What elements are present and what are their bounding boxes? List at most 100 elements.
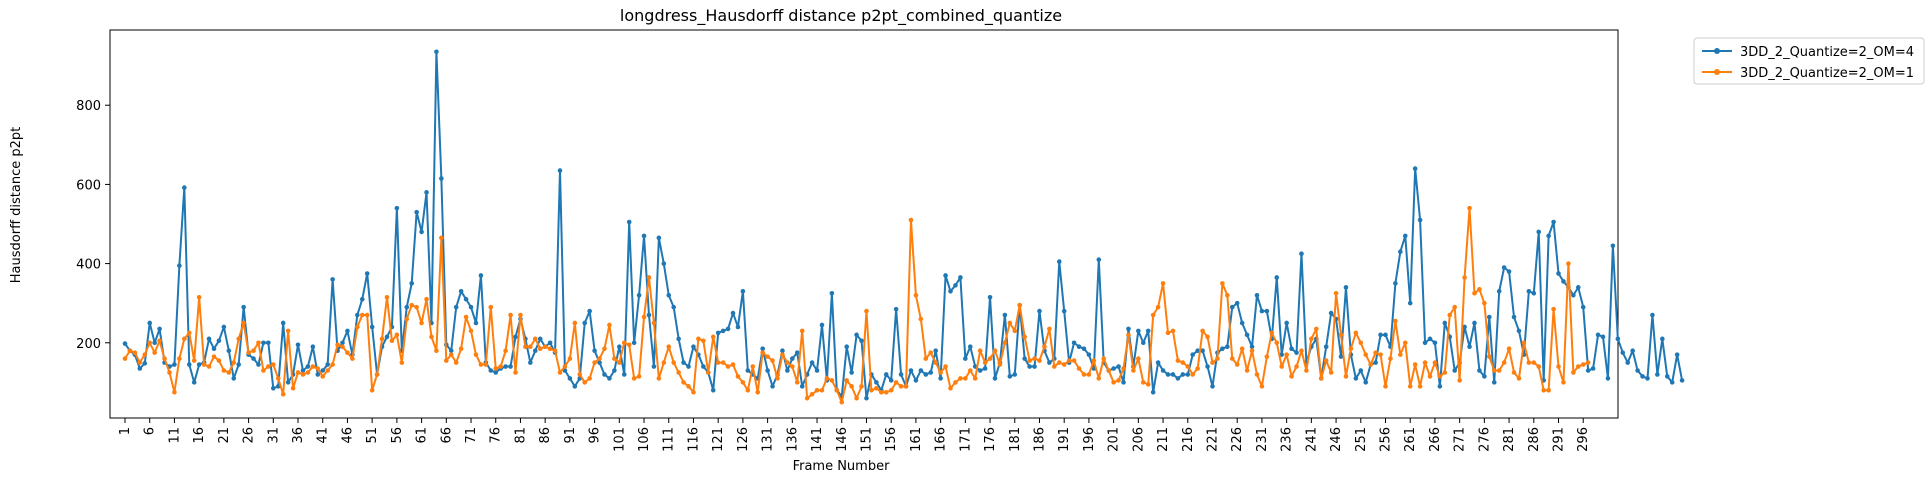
- x-tick-label: 276: [1477, 427, 1492, 452]
- data-point: [1650, 312, 1655, 318]
- data-point: [992, 348, 998, 353]
- x-tick-label: 116: [686, 427, 701, 452]
- data-point: [686, 384, 691, 389]
- data-point: [1655, 372, 1660, 377]
- data-point: [953, 283, 958, 288]
- data-point: [1066, 358, 1072, 363]
- data-point: [1378, 332, 1383, 338]
- y-tick-label: 400: [76, 258, 101, 273]
- data-point: [963, 356, 968, 361]
- data-point: [666, 292, 672, 298]
- data-point: [503, 364, 508, 369]
- data-point: [913, 292, 919, 298]
- legend-marker: [1714, 69, 1720, 75]
- x-tick-label: 31: [266, 427, 281, 444]
- data-point: [1081, 346, 1087, 352]
- data-point: [1506, 269, 1512, 274]
- data-point: [478, 273, 484, 278]
- data-point: [1047, 326, 1052, 332]
- data-point: [1155, 304, 1161, 310]
- data-point: [1056, 259, 1062, 264]
- series-line: [124, 50, 1684, 400]
- data-point: [1150, 389, 1156, 395]
- data-point: [1467, 205, 1472, 211]
- data-point: [1086, 372, 1092, 377]
- data-point: [1664, 374, 1670, 379]
- x-tick-label: 281: [1502, 427, 1517, 452]
- data-point: [656, 376, 662, 381]
- data-point: [508, 312, 513, 318]
- x-tick-label: 146: [835, 427, 850, 452]
- data-point: [562, 364, 568, 369]
- data-point: [1180, 360, 1186, 365]
- data-point: [1145, 328, 1151, 334]
- data-point: [1264, 308, 1270, 314]
- data-point: [1200, 348, 1205, 353]
- data-point: [607, 322, 612, 328]
- data-point: [201, 362, 207, 367]
- data-point: [1022, 356, 1027, 361]
- data-point: [355, 312, 360, 318]
- y-tick-label: 200: [76, 337, 101, 352]
- data-point: [1076, 344, 1082, 350]
- data-point: [1081, 372, 1087, 377]
- data-point: [374, 372, 380, 377]
- data-point: [1299, 348, 1304, 353]
- data-point: [186, 330, 192, 336]
- data-point: [859, 384, 864, 389]
- data-point: [839, 399, 845, 405]
- data-point: [705, 370, 711, 375]
- data-point: [883, 389, 889, 395]
- data-point: [280, 391, 286, 397]
- x-tick-label: 226: [1230, 427, 1245, 452]
- data-point: [696, 336, 701, 342]
- data-point: [315, 366, 321, 371]
- data-point: [1136, 356, 1141, 361]
- data-point: [122, 356, 128, 361]
- data-point: [1215, 356, 1220, 361]
- data-point: [1373, 350, 1378, 355]
- data-point: [770, 384, 775, 389]
- data-point: [305, 370, 311, 375]
- data-point: [142, 361, 148, 366]
- data-point: [1437, 374, 1443, 379]
- x-tick-label: 96: [588, 427, 603, 444]
- data-point: [325, 368, 330, 373]
- data-point: [691, 389, 696, 395]
- data-point: [572, 320, 578, 326]
- data-point: [1279, 352, 1284, 357]
- data-point: [928, 370, 934, 375]
- data-point: [528, 344, 533, 350]
- data-point: [340, 340, 345, 346]
- x-tick-label: 61: [415, 427, 430, 444]
- data-point: [1017, 302, 1023, 308]
- data-point: [1442, 370, 1448, 375]
- data-point: [1516, 328, 1522, 334]
- x-tick-label: 91: [563, 427, 578, 444]
- y-axis-label: Hausdorff distance p2pt: [9, 127, 24, 283]
- data-point: [1076, 366, 1082, 371]
- data-point: [1274, 340, 1280, 346]
- data-point: [923, 356, 929, 361]
- x-tick-label: 106: [637, 427, 652, 452]
- data-point: [775, 376, 780, 381]
- data-point: [1561, 279, 1566, 284]
- data-point: [1210, 360, 1215, 365]
- data-point: [448, 348, 454, 353]
- data-point: [1121, 380, 1126, 385]
- x-tick-label: 246: [1329, 427, 1344, 452]
- data-point: [745, 368, 751, 373]
- data-point: [977, 348, 983, 353]
- data-point: [893, 306, 899, 312]
- data-point: [1145, 382, 1151, 387]
- data-point: [241, 304, 246, 310]
- data-point: [671, 360, 676, 365]
- data-point: [869, 387, 874, 393]
- data-point: [1175, 358, 1181, 363]
- data-point: [1225, 344, 1230, 350]
- x-tick-label: 66: [439, 427, 454, 444]
- data-point: [903, 384, 909, 389]
- data-point: [1610, 243, 1616, 249]
- data-point: [948, 386, 953, 391]
- data-point: [626, 219, 632, 225]
